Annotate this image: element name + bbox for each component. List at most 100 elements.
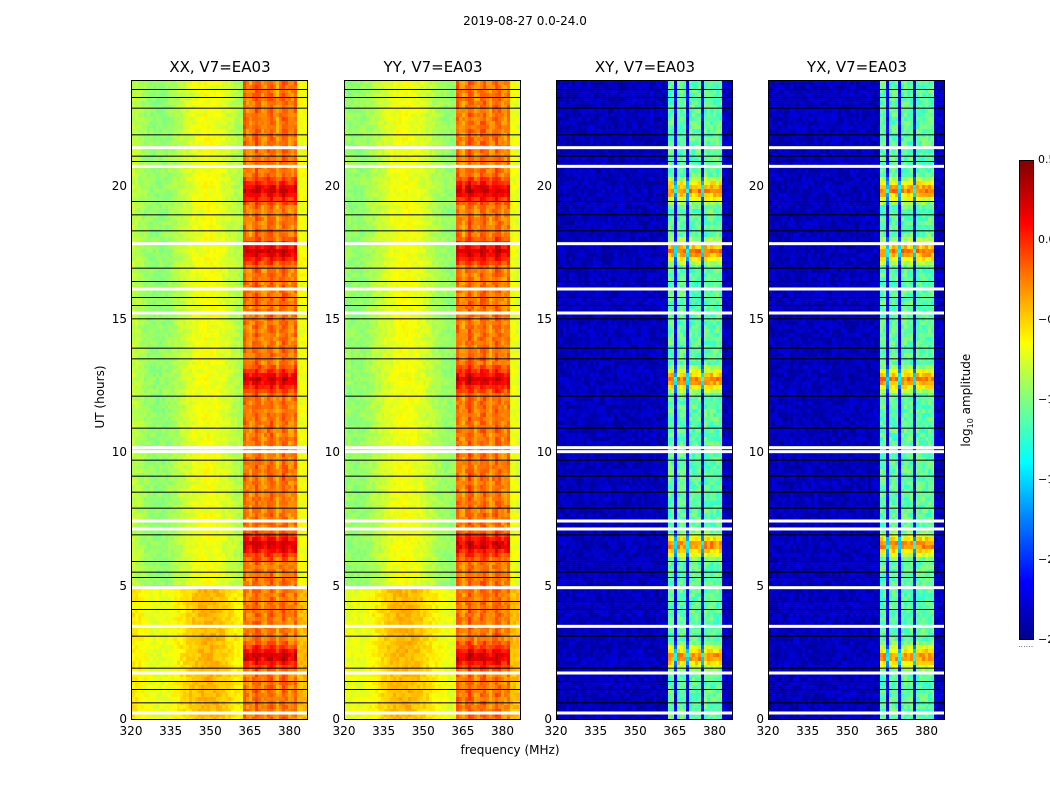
heatmap-cell <box>279 365 282 369</box>
heatmap-cell <box>144 189 147 193</box>
heatmap-cell <box>297 393 300 397</box>
heatmap-cell <box>282 297 285 301</box>
heatmap-cell <box>285 321 288 325</box>
heatmap-cell <box>180 201 183 205</box>
heatmap-cell <box>243 125 246 129</box>
heatmap-cell <box>210 309 213 313</box>
heatmap-cell <box>276 193 279 197</box>
heatmap-cell <box>225 157 228 161</box>
heatmap-cell <box>285 413 288 417</box>
heatmap-cell <box>276 185 279 189</box>
heatmap-cell <box>204 225 207 229</box>
heatmap-cell <box>168 129 171 133</box>
heatmap-cell <box>168 149 171 153</box>
heatmap-cell <box>195 325 198 329</box>
heatmap-cell <box>135 157 138 161</box>
heatmap-cell <box>270 109 273 113</box>
heatmap-cell <box>222 157 225 161</box>
heatmap-cell <box>291 385 294 389</box>
heatmap-cell <box>204 197 207 201</box>
heatmap-cell <box>300 173 303 177</box>
heatmap-cell <box>210 377 213 381</box>
heatmap-cell <box>156 153 159 157</box>
heatmap-cell <box>240 389 243 393</box>
heatmap-cell <box>153 81 156 85</box>
heatmap-cell <box>186 413 189 417</box>
heatmap-cell <box>261 293 264 297</box>
heatmap-cell <box>132 109 135 113</box>
heatmap-cell <box>228 249 231 253</box>
heatmap-cell <box>159 405 162 409</box>
heatmap-cell <box>222 281 225 285</box>
heatmap-cell <box>204 345 207 349</box>
heatmap-cell <box>249 341 252 345</box>
heatmap-cell <box>255 245 258 249</box>
heatmap-cell <box>288 225 291 229</box>
heatmap-cell <box>213 397 216 401</box>
heatmap-cell <box>228 373 231 377</box>
heatmap-cell <box>273 109 276 113</box>
heatmap-cell <box>135 293 138 297</box>
heatmap-cell <box>300 209 303 213</box>
heatmap-cell <box>174 313 177 317</box>
heatmap-cell <box>213 217 216 221</box>
heatmap-cell <box>156 245 159 249</box>
heatmap-cell <box>144 253 147 257</box>
heatmap-cell <box>132 417 135 421</box>
heatmap-cell <box>183 333 186 337</box>
heatmap-cell <box>234 253 237 257</box>
heatmap-cell <box>216 181 219 185</box>
heatmap-cell <box>240 81 243 85</box>
heatmap-cell <box>174 253 177 257</box>
heatmap-cell <box>279 313 282 317</box>
heatmap-cell <box>186 177 189 181</box>
heatmap-cell <box>291 293 294 297</box>
heatmap-cell <box>267 205 270 209</box>
heatmap-cell <box>144 257 147 261</box>
heatmap-cell <box>210 81 213 85</box>
heatmap-cell <box>303 269 306 273</box>
heatmap-cell <box>177 101 180 105</box>
heatmap-cell <box>258 221 261 225</box>
heatmap-cell <box>144 321 147 325</box>
heatmap-cell <box>177 305 180 309</box>
heatmap-cell <box>141 137 144 141</box>
heatmap-cell <box>276 369 279 373</box>
heatmap-cell <box>234 193 237 197</box>
heatmap-cell <box>168 417 171 421</box>
heatmap-cell <box>171 205 174 209</box>
heatmap-cell <box>237 153 240 157</box>
heatmap-cell <box>210 101 213 105</box>
heatmap-cell <box>144 233 147 237</box>
heatmap-cell <box>183 177 186 181</box>
heatmap-cell <box>273 113 276 117</box>
heatmap-cell <box>282 217 285 221</box>
heatmap-cell <box>228 185 231 189</box>
heatmap-cell <box>168 121 171 125</box>
heatmap-cell <box>249 365 252 369</box>
heatmap-cell <box>255 361 258 365</box>
heatmap-cell <box>213 169 216 173</box>
heatmap-cell <box>282 401 285 405</box>
heatmap-cell <box>174 249 177 253</box>
heatmap-cell <box>276 329 279 333</box>
heatmap-cell <box>213 249 216 253</box>
heatmap-cell <box>141 173 144 177</box>
heatmap-cell <box>231 81 234 85</box>
heatmap-cell <box>150 125 153 129</box>
heatmap-cell <box>141 393 144 397</box>
heatmap-cell <box>177 177 180 181</box>
heatmap-cell <box>234 345 237 349</box>
heatmap-cell <box>177 281 180 285</box>
heatmap-cell <box>135 369 138 373</box>
heatmap-cell <box>180 345 183 349</box>
heatmap-cell <box>189 137 192 141</box>
heatmap-cell <box>204 193 207 197</box>
heatmap-cell <box>150 277 153 281</box>
heatmap-cell <box>279 129 282 133</box>
heatmap-cell <box>162 293 165 297</box>
heatmap-cell <box>204 293 207 297</box>
heatmap-cell <box>276 377 279 381</box>
heatmap-cell <box>141 249 144 253</box>
heatmap-cell <box>159 85 162 89</box>
